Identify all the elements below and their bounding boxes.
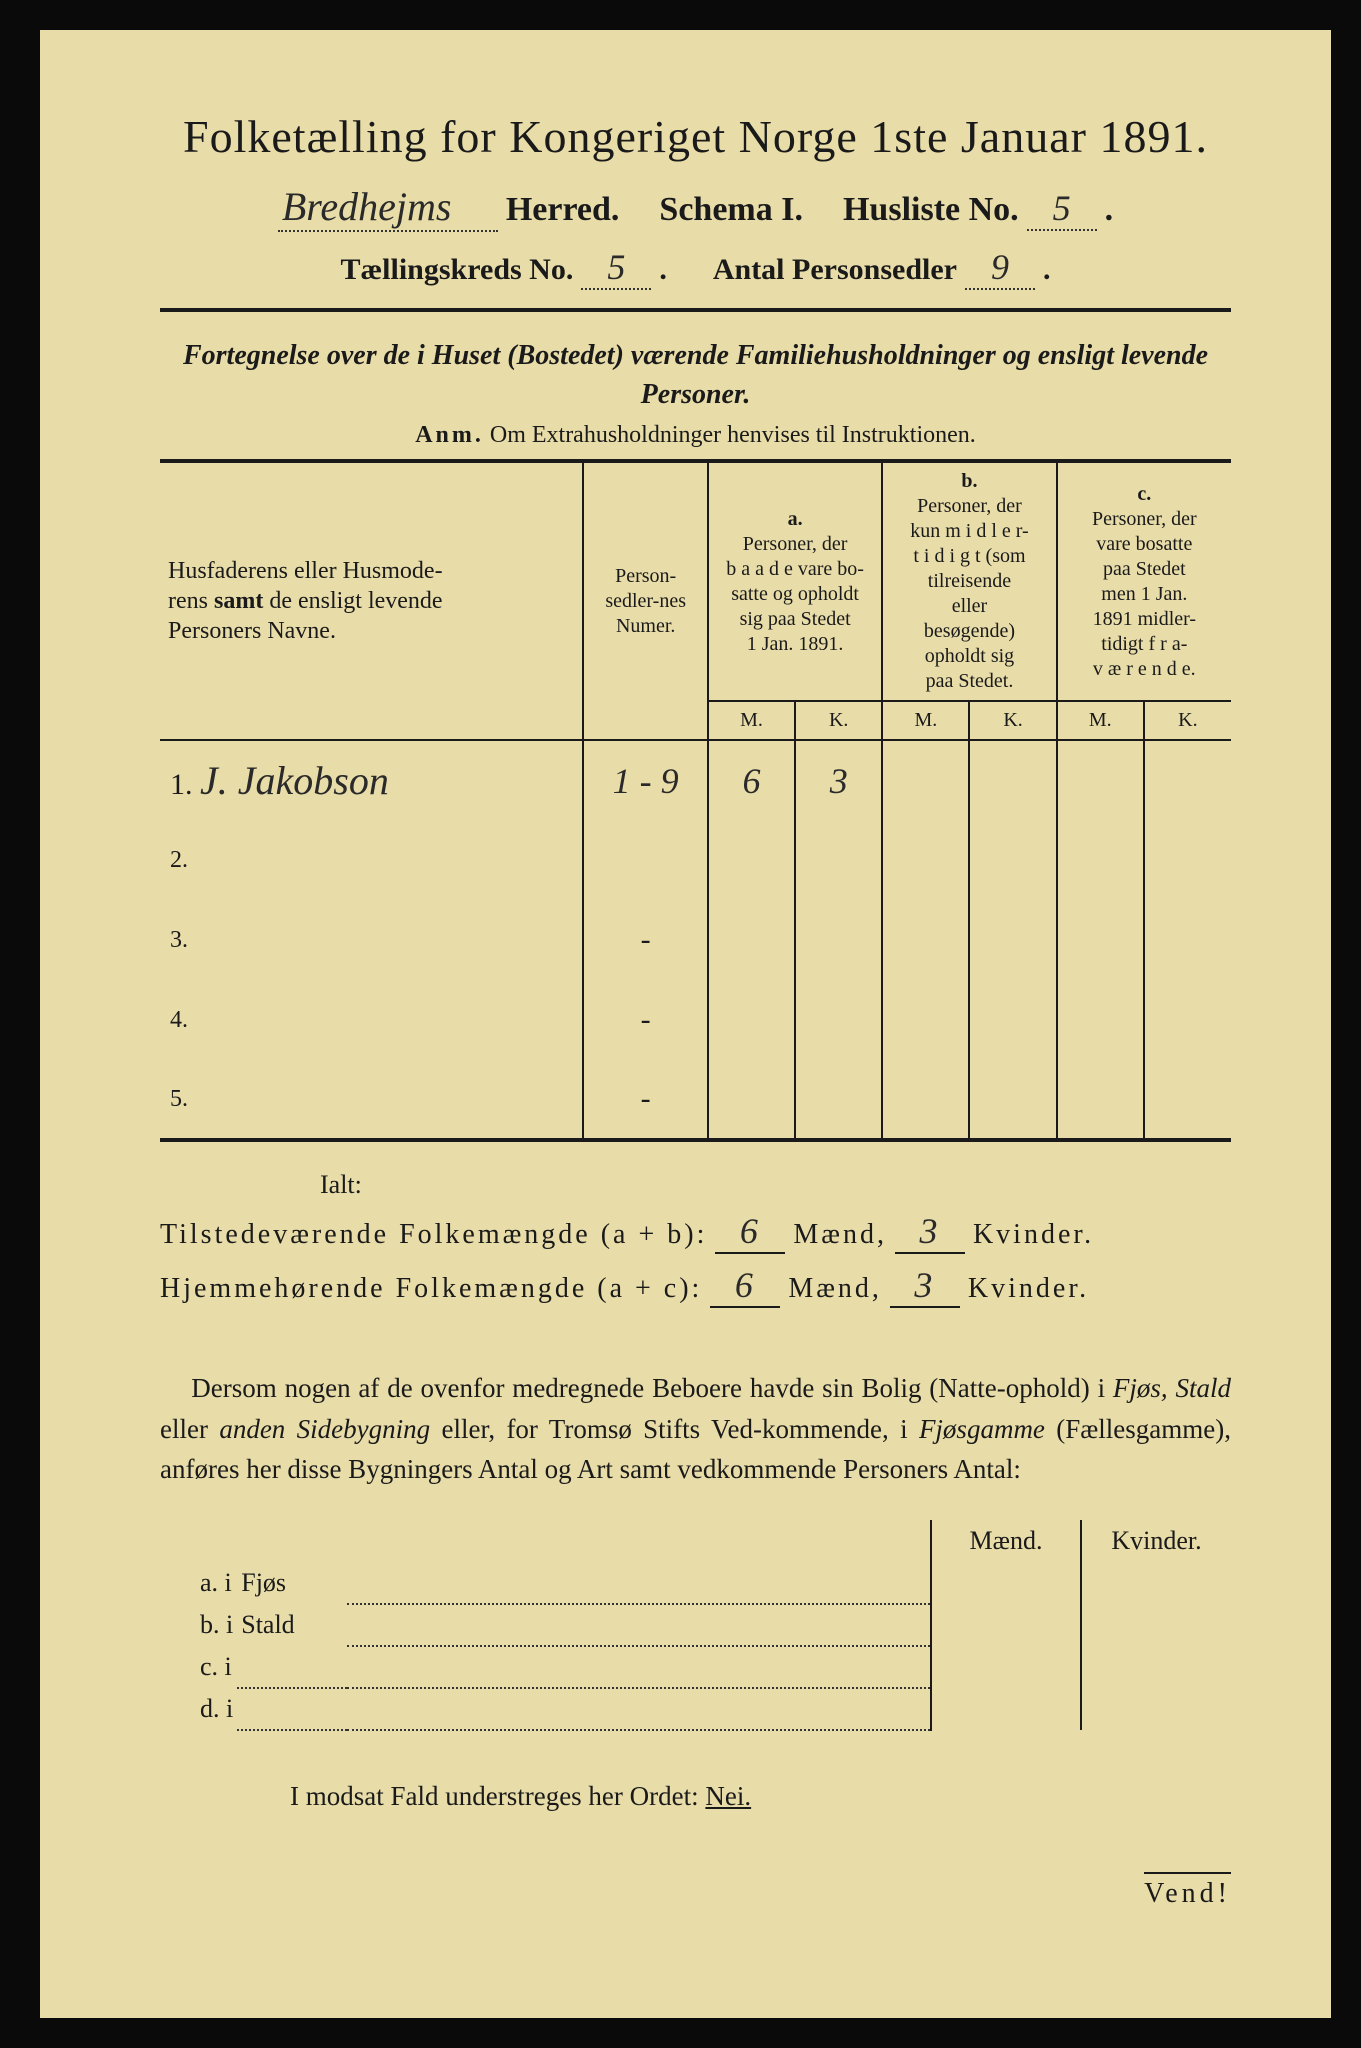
page-title: Folketælling for Kongeriget Norge 1ste J… xyxy=(160,110,1231,163)
husliste-handwritten: 5 xyxy=(1027,187,1097,231)
col-header-names: Husfaderens eller Husmode-rens samt de e… xyxy=(160,461,583,740)
bldg-row: c. i xyxy=(160,1646,1231,1688)
col-header-b: b. Personer, derkun m i d l e r-t i d i … xyxy=(882,461,1056,701)
col-b-k: K. xyxy=(969,701,1056,740)
bldg-row: d. i xyxy=(160,1688,1231,1730)
bldg-row: a. i Fjøs xyxy=(160,1562,1231,1604)
building-paragraph: Dersom nogen af de ovenfor medregnede Be… xyxy=(160,1368,1231,1490)
total-resident: Hjemmehørende Folkemængde (a + c): 6 Mæn… xyxy=(160,1264,1231,1308)
table-row: 1. J. Jakobson 1 - 9 6 3 xyxy=(160,740,1231,820)
ialt-label: Ialt: xyxy=(320,1170,1231,1200)
table-row: 3. - xyxy=(160,900,1231,980)
husliste-label: Husliste No. xyxy=(843,191,1019,229)
total-present: Tilstedeværende Folkemængde (a + b): 6 M… xyxy=(160,1210,1231,1254)
table-row: 4. - xyxy=(160,980,1231,1060)
col-b-m: M. xyxy=(882,701,969,740)
vend-label: Vend! xyxy=(1144,1872,1231,1910)
table-body: 1. J. Jakobson 1 - 9 6 3 2. 3. - 4. xyxy=(160,740,1231,1140)
bldg-row: b. i Stald xyxy=(160,1604,1231,1646)
col-header-a: a. Personer, derb a a d e vare bo-satte … xyxy=(708,461,882,701)
col-header-c: c. Personer, dervare bosattepaa Stedetme… xyxy=(1057,461,1231,701)
bldg-col-kvinder: Kvinder. xyxy=(1081,1520,1231,1562)
building-table: Mænd. Kvinder. a. i Fjøs b. i Stald c. i… xyxy=(160,1520,1231,1731)
col-c-m: M. xyxy=(1057,701,1144,740)
nei-line: I modsat Fald understreges her Ordet: Ne… xyxy=(290,1781,1231,1812)
household-table: Husfaderens eller Husmode-rens samt de e… xyxy=(160,459,1231,1142)
schema-label: Schema I. xyxy=(659,191,803,229)
kreds-label: Tællingskreds No. xyxy=(341,253,574,287)
herred-label: Herred. xyxy=(506,191,620,229)
form-subtitle: Fortegnelse over de i Huset (Bostedet) v… xyxy=(160,336,1231,414)
table-row: 5. - xyxy=(160,1060,1231,1140)
antal-handwritten: 9 xyxy=(965,246,1035,290)
antal-label: Antal Personsedler xyxy=(713,253,957,287)
col-c-k: K. xyxy=(1144,701,1231,740)
divider xyxy=(160,308,1231,312)
kreds-handwritten: 5 xyxy=(581,246,651,290)
col-a-k: K. xyxy=(795,701,882,740)
annotation-line: Anm. Om Extrahusholdninger henvises til … xyxy=(160,422,1231,449)
col-header-number: Person-sedler-nes Numer. xyxy=(583,461,708,740)
table-row: 2. xyxy=(160,820,1231,900)
header-line-3: Tællingskreds No. 5 . Antal Personsedler… xyxy=(160,246,1231,290)
bldg-col-maend: Mænd. xyxy=(931,1520,1081,1562)
col-a-m: M. xyxy=(708,701,795,740)
herred-handwritten: Bredhejms xyxy=(278,183,498,232)
header-line-2: Bredhejms Herred. Schema I. Husliste No.… xyxy=(160,183,1231,232)
census-form-page: Folketælling for Kongeriget Norge 1ste J… xyxy=(0,0,1361,2048)
